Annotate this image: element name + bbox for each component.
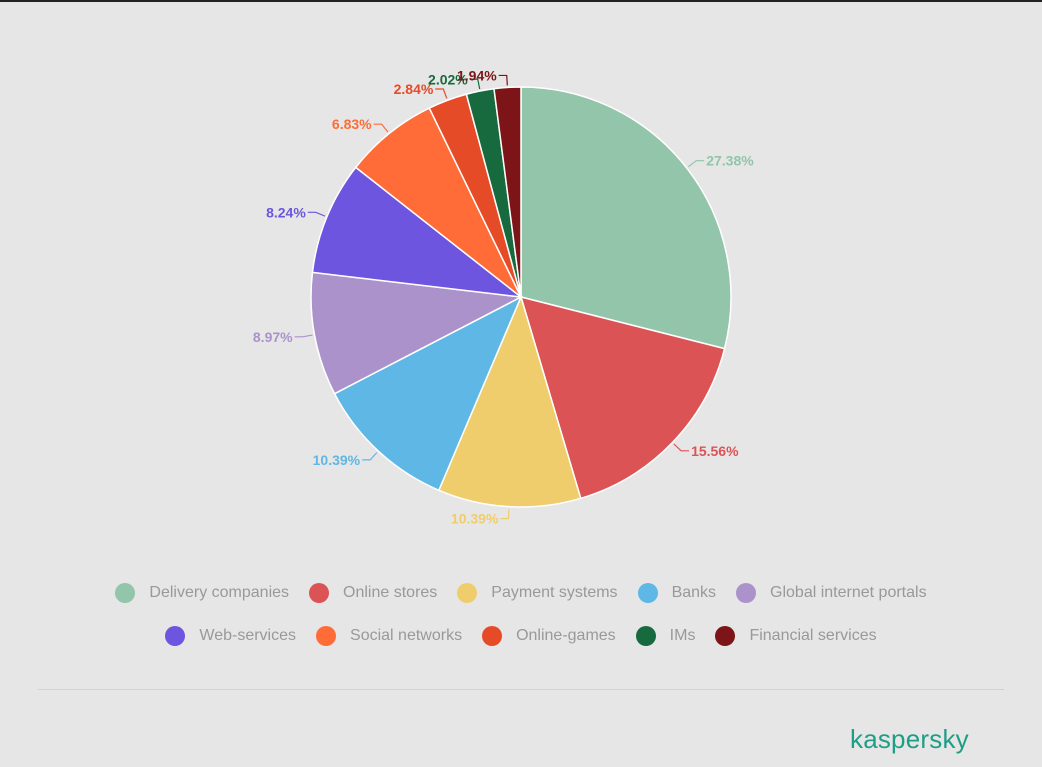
legend-swatch (457, 583, 478, 603)
slice-value-label: 2.02% (428, 71, 468, 87)
legend-label: Web-services (199, 627, 297, 644)
pie-slice-banks (333, 295, 523, 492)
legend-swatch (635, 626, 656, 646)
leader-line (294, 334, 313, 338)
leader-line (500, 508, 510, 520)
slice-value-label: 10.39% (313, 452, 361, 468)
legend-item: Web-services (165, 626, 296, 646)
legend-label: Banks (671, 584, 717, 601)
legend-label: Online-games (516, 627, 616, 644)
slice-value-label: 27.38% (706, 153, 754, 169)
slice-value-label: 6.83% (332, 116, 372, 132)
leader-line (435, 88, 448, 99)
pie-slice-payment-systems (437, 294, 582, 508)
slice-value-label: 2.84% (394, 81, 434, 97)
legend-label: IMs (669, 627, 696, 644)
legend-item: Social networks (316, 626, 462, 646)
legend-swatch (482, 626, 503, 646)
slice-value-label: 15.56% (691, 443, 739, 459)
slice-value-label: 1.94% (457, 67, 497, 83)
leader-line (362, 452, 378, 461)
legend-item: Financial services (715, 626, 877, 646)
legend-swatch (309, 583, 330, 603)
legend-swatch (115, 583, 136, 603)
legend-item: Banks (637, 583, 717, 603)
legend-item: Delivery companies (115, 583, 289, 603)
pie-slice-delivery-companies (520, 86, 732, 350)
pie-slice-global-internet-portals (310, 271, 524, 395)
legend-row-2: Web-services Social networks Online-games I… (0, 626, 1042, 646)
legend-item: IMs (635, 626, 696, 646)
legend-item: Online stores (309, 583, 437, 603)
kaspersky-logo: kaspersky (850, 724, 969, 754)
pie-chart: 27.38% 15.56% 10.39% 10.39% 8.97% 8.24% 6.83% 2… (253, 67, 754, 527)
leader-line (498, 74, 508, 86)
leader-line (469, 78, 481, 90)
slice-value-label: 8.97% (253, 329, 293, 345)
legend-label: Online stores (343, 584, 438, 601)
legend-label: Financial services (749, 627, 877, 644)
legend-label: Delivery companies (149, 584, 290, 601)
legend-swatch (715, 626, 736, 646)
legend-label: Social networks (350, 627, 463, 644)
leader-line (373, 123, 389, 133)
top-border (0, 0, 1042, 2)
pie-slice-financial-services (493, 86, 522, 298)
legend-swatch (316, 626, 337, 646)
legend-item: Global internet portals (736, 583, 927, 603)
legend-swatch (736, 583, 757, 603)
footer-divider (38, 689, 1004, 690)
slice-value-label: 10.39% (451, 511, 499, 527)
legend-row-1: Delivery companies Online stores Payment s… (0, 583, 1042, 603)
legend-item: Payment systems (457, 583, 618, 603)
pie-slice-online-stores (519, 295, 726, 500)
legend-swatch (165, 626, 186, 646)
slice-value-label: 8.24% (266, 204, 306, 220)
leader-line (673, 443, 690, 452)
leader-line (307, 211, 326, 217)
leader-line (687, 160, 705, 168)
legend-label: Payment systems (491, 584, 618, 601)
pie-slice-web-services (311, 166, 524, 299)
legend-label: Global internet portals (770, 584, 927, 601)
legend-swatch (637, 583, 658, 603)
legend-item: Online-games (482, 626, 616, 646)
